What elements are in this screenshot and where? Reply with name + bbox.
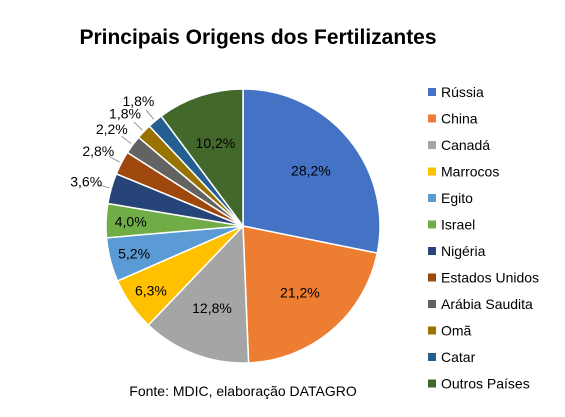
data-label-marrocos: 6,3% — [135, 282, 167, 298]
data-label-arabia-saudita: 2,2% — [96, 121, 128, 137]
data-label-egito: 5,2% — [118, 246, 150, 262]
leader-line-catar — [145, 109, 155, 120]
slice-outros-paises — [160, 88, 244, 229]
legend-swatch-egito — [428, 194, 436, 202]
legend-swatch-israel — [428, 220, 436, 229]
legend-label-catar: Catar — [441, 349, 476, 365]
leader-lines — [97, 109, 155, 189]
slice-canada — [147, 224, 250, 364]
legend-swatch-oma — [428, 326, 436, 335]
legend-swatch-catar — [428, 353, 436, 361]
legend: Rússia China Canadá Marrocos Egito Israel Nigé… — [428, 84, 539, 392]
chart-source: Fonte: MDIC, elaboração DATAGRO — [129, 383, 357, 399]
legend-label-marrocos: Marrocos — [441, 164, 499, 180]
data-label-estados-unidos: 2,8% — [82, 143, 114, 159]
leader-line-estados-unidos — [108, 156, 120, 163]
legend-label-china: China — [441, 111, 478, 127]
legend-swatch-marrocos — [428, 167, 436, 176]
data-label-nigeria: 3,6% — [70, 173, 102, 189]
legend-label-arabia-saudita: Arábia Saudita — [441, 296, 533, 312]
data-label-outros-paises: 10,2% — [196, 135, 236, 151]
leader-line-arabia-saudita — [121, 136, 132, 144]
legend-swatch-outros-paises — [428, 379, 436, 388]
legend-swatch-canada — [428, 141, 436, 149]
legend-label-russia: Rússia — [441, 84, 484, 100]
legend-label-nigeria: Nigéria — [441, 243, 486, 259]
legend-swatch-china — [428, 114, 436, 123]
data-label-china: 21,2% — [280, 285, 320, 301]
legend-label-outros-paises: Outros Países — [441, 376, 530, 392]
leader-line-oma — [133, 121, 143, 131]
data-label-russia: 28,2% — [291, 163, 331, 179]
chart-title: Principais Origens dos Fertilizantes — [79, 26, 436, 49]
slice-china — [242, 225, 379, 364]
legend-label-israel: Israel — [441, 217, 475, 233]
leader-line-nigeria — [97, 184, 110, 189]
data-label-catar: 1,8% — [122, 93, 154, 109]
legend-label-egito: Egito — [441, 190, 473, 206]
data-labels: 28,2%21,2%12,8%6,3%5,2%4,0%3,6%2,8%2,2%1… — [70, 93, 331, 316]
legend-swatch-estados-unidos — [428, 273, 436, 282]
pie-slices — [105, 88, 381, 364]
legend-label-oma: Omã — [441, 323, 472, 339]
data-label-canada: 12,8% — [192, 300, 232, 316]
slice-russia — [242, 88, 381, 255]
legend-swatch-arabia-saudita — [428, 300, 436, 308]
legend-label-canada: Canadá — [441, 137, 490, 153]
legend-swatch-russia — [428, 88, 436, 96]
data-label-oma: 1,8% — [109, 106, 141, 122]
legend-label-estados-unidos: Estados Unidos — [441, 270, 539, 286]
legend-swatch-nigeria — [428, 247, 436, 255]
data-label-israel: 4,0% — [115, 214, 147, 230]
